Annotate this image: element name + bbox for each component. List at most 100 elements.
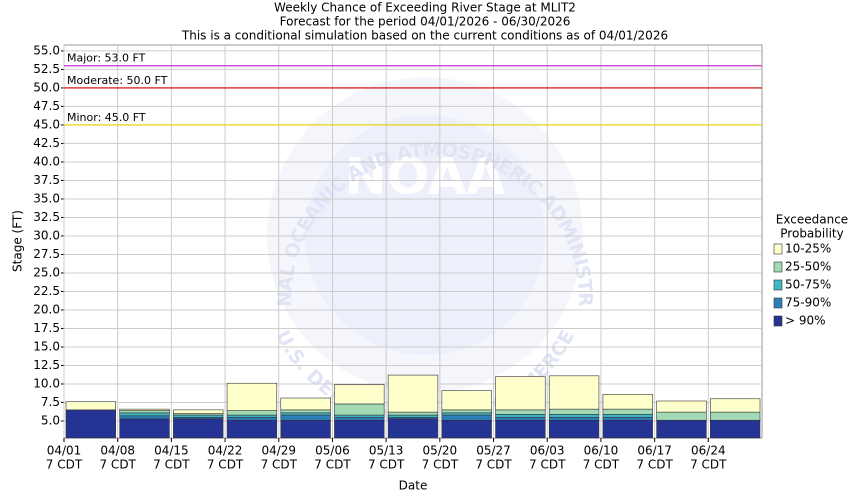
bar-segment — [441, 390, 492, 411]
legend-title: Probability — [780, 227, 843, 241]
bar-segment — [119, 408, 170, 411]
bar-segment — [710, 419, 761, 439]
y-tick-label: 37.5 — [33, 173, 60, 187]
bar-segment — [387, 411, 439, 416]
y-tick-label: 12.5 — [33, 358, 60, 372]
bar-segment — [65, 409, 116, 439]
bar-segment — [226, 410, 278, 416]
y-tick-label: 27.5 — [33, 247, 60, 261]
legend-swatch — [773, 297, 783, 309]
bar-segment — [548, 416, 600, 421]
x-tick-label: 04/08 — [100, 444, 135, 458]
bar-segment — [602, 394, 653, 410]
x-tick-label: 04/15 — [154, 444, 189, 458]
y-tick-label: 47.5 — [33, 99, 60, 113]
threshold-label: Minor: 45.0 FT — [67, 111, 146, 124]
bar-segment — [119, 410, 170, 414]
bar-segment — [334, 384, 385, 405]
y-tick-label: 40.0 — [33, 154, 60, 168]
bar-segment — [441, 412, 492, 416]
x-tick-label: 06/03 — [530, 444, 565, 458]
bar-segment — [387, 418, 439, 439]
x-tick-sublabel: 7 CDT — [153, 458, 190, 472]
bar-segment — [280, 412, 331, 416]
chart-title: Weekly Chance of Exceeding River Stage a… — [274, 1, 576, 15]
bar-segment — [548, 414, 600, 418]
bar-segment — [710, 398, 761, 413]
x-tick-label: 04/01 — [47, 444, 82, 458]
bar-segment — [334, 403, 385, 416]
x-tick-label: 05/06 — [315, 444, 350, 458]
bar-segment — [173, 418, 224, 439]
y-tick-label: 5.0 — [41, 413, 60, 427]
bar-segment — [226, 419, 278, 439]
bar-segment — [387, 414, 439, 418]
bar-segment — [441, 409, 492, 414]
legend-label: 25-50% — [785, 260, 831, 274]
y-tick-label: 7.5 — [41, 395, 60, 409]
bar-segment — [280, 419, 331, 439]
x-axis-label: Date — [399, 479, 428, 493]
y-tick-label: 50.0 — [33, 80, 60, 94]
bar-segment — [226, 382, 278, 411]
legend-label: 75-90% — [785, 296, 831, 310]
bar-segment — [548, 408, 600, 415]
bar-segment — [656, 419, 707, 439]
bar-segment — [173, 414, 224, 418]
y-axis-label: Stage (FT) — [11, 210, 25, 272]
bar-segment — [495, 409, 546, 415]
x-tick-label: 06/10 — [584, 444, 619, 458]
y-tick-label: 55.0 — [33, 43, 60, 57]
x-tick-sublabel: 7 CDT — [690, 458, 727, 472]
legend-label: > 90% — [785, 314, 826, 328]
watermark-inner — [305, 115, 545, 355]
x-tick-sublabel: 7 CDT — [368, 458, 405, 472]
watermark-logo: NOAA — [345, 148, 506, 206]
threshold-label: Major: 53.0 FT — [67, 52, 146, 65]
bar-segment — [495, 376, 546, 411]
y-tick-label: 52.5 — [33, 62, 60, 76]
bar-segment — [119, 418, 170, 439]
legend-label: 50-75% — [785, 278, 831, 292]
bar-segment — [226, 416, 278, 421]
y-tick-label: 42.5 — [33, 136, 60, 150]
chart-subtitle: This is a conditional simulation based o… — [181, 29, 668, 43]
x-tick-label: 04/22 — [208, 444, 243, 458]
y-tick-label: 10.0 — [33, 376, 60, 390]
bar-segment — [710, 411, 761, 421]
y-tick-label: 17.5 — [33, 321, 60, 335]
y-tick-label: 22.5 — [33, 284, 60, 298]
y-tick-label: 15.0 — [33, 339, 60, 353]
bar-segment — [602, 414, 653, 418]
x-tick-sublabel: 7 CDT — [475, 458, 512, 472]
bar-segment — [548, 419, 600, 439]
noaa-watermark: NOAA NATIONAL OCEANIC AND ATMOSPHERIC AD… — [0, 0, 597, 433]
bar-segment — [173, 409, 224, 414]
x-tick-sublabel: 7 CDT — [583, 458, 620, 472]
bar-segment — [119, 412, 170, 417]
legend-label: 10-25% — [785, 242, 831, 256]
y-tick-label: 45.0 — [33, 117, 60, 131]
y-tick-label: 32.5 — [33, 210, 60, 224]
bar-segment — [495, 419, 546, 439]
legend-swatch — [773, 279, 783, 291]
bar-segment — [602, 419, 653, 439]
x-tick-label: 06/24 — [691, 444, 726, 458]
x-tick-sublabel: 7 CDT — [314, 458, 351, 472]
bar-segment — [334, 419, 385, 439]
x-tick-sublabel: 7 CDT — [99, 458, 136, 472]
bar-segment — [602, 408, 653, 415]
bar-segment — [656, 411, 707, 421]
bar-segment — [334, 416, 385, 421]
x-tick-sublabel: 7 CDT — [529, 458, 566, 472]
bar-segment — [65, 401, 116, 411]
bar-segment — [548, 375, 600, 410]
bar-segment — [280, 397, 331, 411]
x-tick-label: 05/13 — [369, 444, 404, 458]
bar-segment — [656, 400, 707, 413]
bar-segment — [280, 409, 331, 414]
y-tick-label: 30.0 — [33, 228, 60, 242]
bar-segment — [441, 419, 492, 439]
legend-swatch — [773, 243, 783, 255]
